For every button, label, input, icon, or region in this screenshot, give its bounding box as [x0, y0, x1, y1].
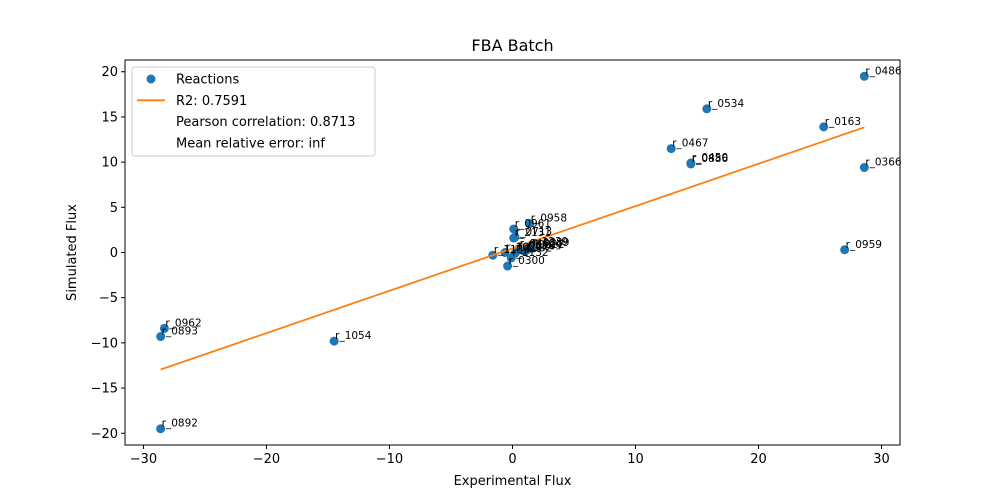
data-point [666, 144, 676, 154]
x-axis-label: Experimental Flux [454, 474, 572, 489]
point-label: r_0713 [516, 226, 552, 238]
point-label: r_1021 [506, 242, 542, 254]
point-label: r_0109 [526, 241, 562, 253]
point-label: r_0534 [708, 98, 745, 110]
y-tick-label: 15 [101, 110, 118, 125]
y-tick-label: −20 [91, 427, 118, 442]
data-point [503, 261, 513, 271]
data-point [156, 332, 166, 342]
legend: Reactions R2: 0.7591 Pearson correlation: … [131, 66, 376, 157]
y-tick-label: 5 [110, 201, 118, 216]
point-label: r_0961 [515, 218, 551, 230]
x-tick-label: 10 [627, 452, 644, 467]
point-label: r_1135 [494, 244, 530, 256]
data-point [329, 336, 339, 346]
data-point [509, 224, 519, 234]
x-tick-label: 30 [873, 452, 890, 467]
data-point [509, 233, 519, 243]
legend-entry-label: Reactions [176, 73, 239, 88]
legend-entry-label: Mean relative error: inf [176, 136, 325, 151]
data-point [819, 122, 829, 132]
point-label: r_0300 [509, 255, 545, 267]
point-label: r_0962 [165, 317, 201, 329]
point-label: r_0959 [846, 239, 882, 251]
y-tick-label: −10 [91, 336, 118, 351]
data-point [859, 163, 869, 173]
data-point [859, 71, 869, 81]
data-point [840, 245, 850, 255]
point-label: r_1239 [532, 236, 568, 248]
point-label: r_0893 [162, 326, 198, 338]
point-label: r_0322 [528, 239, 564, 251]
x-tick-label: 20 [750, 452, 767, 467]
x-tick-label: 0 [508, 452, 516, 467]
data-point [156, 424, 166, 434]
y-tick-label: −15 [91, 382, 118, 397]
y-tick-label: −5 [99, 291, 118, 306]
x-tick-label: −20 [253, 452, 280, 467]
legend-entry-label: Pearson correlation: 0.8713 [176, 115, 356, 130]
legend-marker-dot [146, 74, 156, 84]
data-point [686, 159, 696, 169]
point-label: r_0467 [672, 138, 708, 150]
point-label: r_2131 [515, 227, 551, 239]
point-label: r_0958 [531, 213, 567, 225]
point-label: r_0450 [692, 152, 728, 164]
point-label: r_0892 [162, 418, 198, 430]
point-label: r_0163 [825, 116, 861, 128]
point-label: r_0366 [865, 157, 902, 169]
fit-line [160, 126, 865, 371]
y-tick-label: 20 [101, 65, 118, 80]
y-axis-label: Simulated Flux [65, 204, 80, 301]
point-label: r_1032 [516, 242, 552, 254]
data-point [159, 323, 169, 333]
data-point [702, 104, 712, 114]
x-tick-label: −30 [130, 452, 157, 467]
legend-box [131, 66, 376, 157]
plot-frame [124, 59, 901, 446]
point-label: r_1054 [335, 330, 372, 342]
point-label: r_1132 [512, 247, 548, 259]
data-point [506, 253, 516, 263]
chart-title: FBA Batch [471, 36, 553, 55]
data-points [156, 71, 869, 434]
y-tick-label: 10 [101, 156, 118, 171]
point-label: r_0462 [520, 238, 556, 250]
point-label: r_0889 [533, 237, 569, 249]
point-label: r_0486 [865, 65, 902, 77]
legend-entry-label: R2: 0.7591 [176, 94, 247, 109]
point-label: r_0886 [692, 153, 729, 165]
data-point [525, 219, 535, 229]
point-label: r_0532 [518, 240, 554, 252]
plot-area: −30 −20 −10 0 10 20 30 −20 −15 −10 −5 0 5 10 15 20 r_048… [91, 59, 902, 467]
y-tick-label: 0 [110, 246, 118, 261]
x-tick-label: −10 [376, 452, 403, 467]
